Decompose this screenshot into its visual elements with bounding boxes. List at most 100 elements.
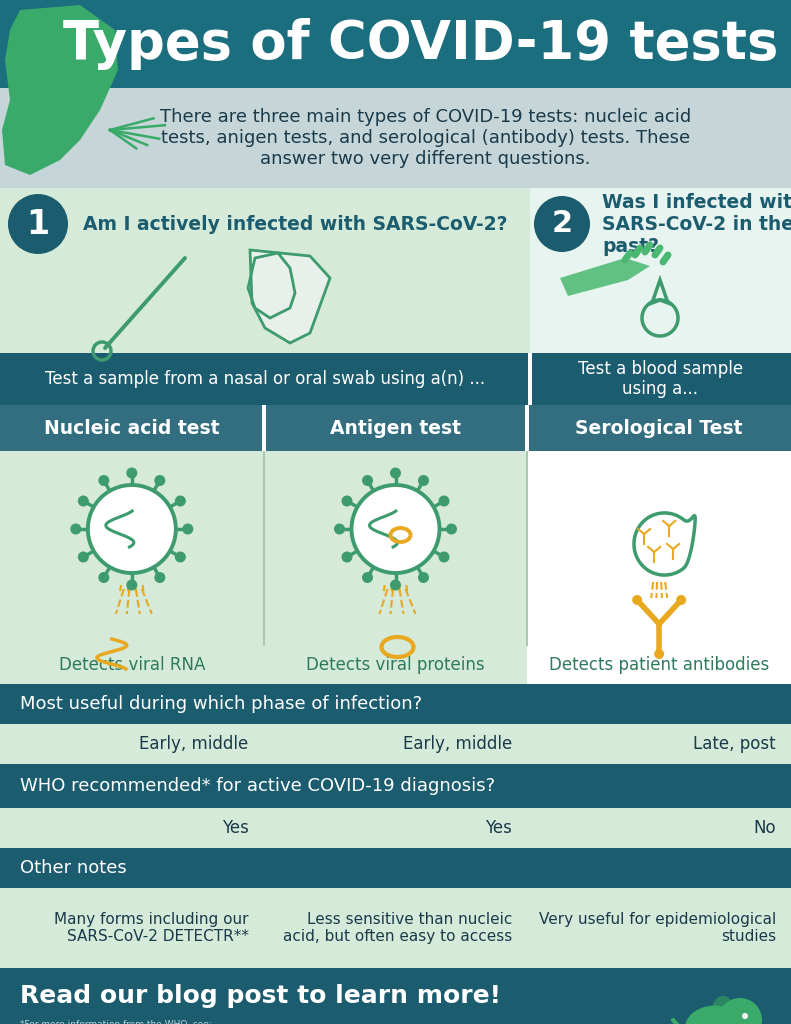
Text: Many forms including our
SARS-CoV-2 DETECTR**: Many forms including our SARS-CoV-2 DETE… [54, 911, 248, 944]
Bar [263, 724, 528, 764]
Circle shape [98, 572, 109, 583]
Circle shape [654, 649, 664, 659]
Bar [528, 646, 791, 684]
Bar [263, 406, 528, 451]
Text: Most useful during which phase of infection?: Most useful during which phase of infect… [20, 695, 422, 713]
Circle shape [88, 485, 176, 573]
Circle shape [78, 496, 89, 507]
Bar [263, 808, 528, 848]
Text: Early, middle: Early, middle [139, 735, 248, 753]
Circle shape [718, 998, 762, 1024]
Text: There are three main types of COVID-19 tests: nucleic acid
tests, anigen tests, : There are three main types of COVID-19 t… [160, 109, 691, 168]
Bar [0, 764, 791, 808]
Bar [263, 451, 265, 646]
Circle shape [446, 523, 457, 535]
Circle shape [438, 552, 449, 562]
Circle shape [362, 572, 373, 583]
Bar [530, 353, 791, 406]
Polygon shape [2, 5, 118, 175]
Text: Yes: Yes [221, 819, 248, 837]
Circle shape [8, 194, 68, 254]
Bar [0, 353, 530, 406]
Text: *For more information from the WHO, see:
https://www.who.int/publications/i/item: *For more information from the WHO, see:… [20, 1020, 583, 1024]
Bar [528, 888, 791, 968]
Circle shape [362, 475, 373, 486]
Text: 1: 1 [26, 208, 50, 241]
Text: Antigen test: Antigen test [330, 419, 461, 437]
Text: Very useful for epidemiological
studies: Very useful for epidemiological studies [539, 911, 776, 944]
Circle shape [183, 523, 193, 535]
Circle shape [742, 1013, 748, 1019]
Circle shape [418, 572, 429, 583]
Bar [528, 724, 791, 764]
Bar [0, 808, 263, 848]
Text: Am I actively infected with SARS-CoV-2?: Am I actively infected with SARS-CoV-2? [83, 214, 508, 233]
Text: WHO recommended* for active COVID-19 diagnosis?: WHO recommended* for active COVID-19 dia… [20, 777, 495, 795]
Circle shape [98, 475, 109, 486]
Circle shape [78, 552, 89, 562]
Bar [528, 406, 791, 451]
Circle shape [127, 580, 138, 591]
Circle shape [154, 572, 165, 583]
Bar [528, 451, 791, 646]
Text: Yes: Yes [486, 819, 513, 837]
Text: Detects viral RNA: Detects viral RNA [59, 656, 205, 674]
Bar [0, 406, 263, 451]
Circle shape [351, 485, 440, 573]
Text: Detects patient antibodies: Detects patient antibodies [549, 656, 770, 674]
Bar [263, 646, 528, 684]
Bar [0, 88, 791, 188]
Text: No: No [753, 819, 776, 837]
Bar [0, 848, 791, 888]
Polygon shape [560, 258, 650, 296]
Text: Serological Test: Serological Test [575, 419, 743, 437]
Text: Test a sample from a nasal or oral swab using a(n) ...: Test a sample from a nasal or oral swab … [45, 370, 485, 388]
Circle shape [154, 475, 165, 486]
Circle shape [70, 523, 81, 535]
Circle shape [342, 552, 353, 562]
Bar [263, 888, 528, 968]
Text: Nucleic acid test: Nucleic acid test [44, 419, 220, 437]
Circle shape [676, 595, 686, 605]
Text: Less sensitive than nucleic
acid, but often easy to access: Less sensitive than nucleic acid, but of… [283, 911, 513, 944]
Text: Other notes: Other notes [20, 859, 127, 877]
Circle shape [390, 580, 401, 591]
Bar [0, 684, 791, 724]
Text: Detects viral proteins: Detects viral proteins [306, 656, 485, 674]
Bar [528, 808, 791, 848]
Circle shape [334, 523, 345, 535]
Text: Was I infected with
SARS-CoV-2 in the
past?: Was I infected with SARS-CoV-2 in the pa… [602, 193, 791, 256]
Circle shape [632, 595, 642, 605]
Circle shape [175, 552, 186, 562]
Polygon shape [250, 250, 330, 343]
Bar [0, 0, 791, 88]
Bar [262, 406, 266, 451]
Bar [0, 888, 263, 968]
Polygon shape [634, 513, 695, 575]
Bar [0, 188, 530, 353]
Text: Test a blood sample
using a...: Test a blood sample using a... [578, 359, 743, 398]
Bar [530, 188, 791, 353]
Text: 2: 2 [551, 210, 573, 239]
Bar [0, 724, 263, 764]
Text: Early, middle: Early, middle [403, 735, 513, 753]
Bar [263, 451, 528, 646]
Ellipse shape [685, 1006, 745, 1024]
Bar [526, 451, 528, 646]
Bar [0, 646, 263, 684]
Text: Late, post: Late, post [694, 735, 776, 753]
Bar [0, 451, 263, 646]
Circle shape [418, 475, 429, 486]
Bar [525, 406, 529, 451]
Circle shape [438, 496, 449, 507]
Circle shape [534, 196, 590, 252]
Text: Types of COVID-19 tests: Types of COVID-19 tests [62, 18, 778, 70]
Bar [0, 968, 791, 1024]
Circle shape [390, 468, 401, 478]
Circle shape [175, 496, 186, 507]
Ellipse shape [712, 996, 734, 1024]
Bar [528, 353, 532, 406]
Circle shape [342, 496, 353, 507]
Circle shape [127, 468, 138, 478]
Text: Read our blog post to learn more!: Read our blog post to learn more! [20, 984, 501, 1008]
